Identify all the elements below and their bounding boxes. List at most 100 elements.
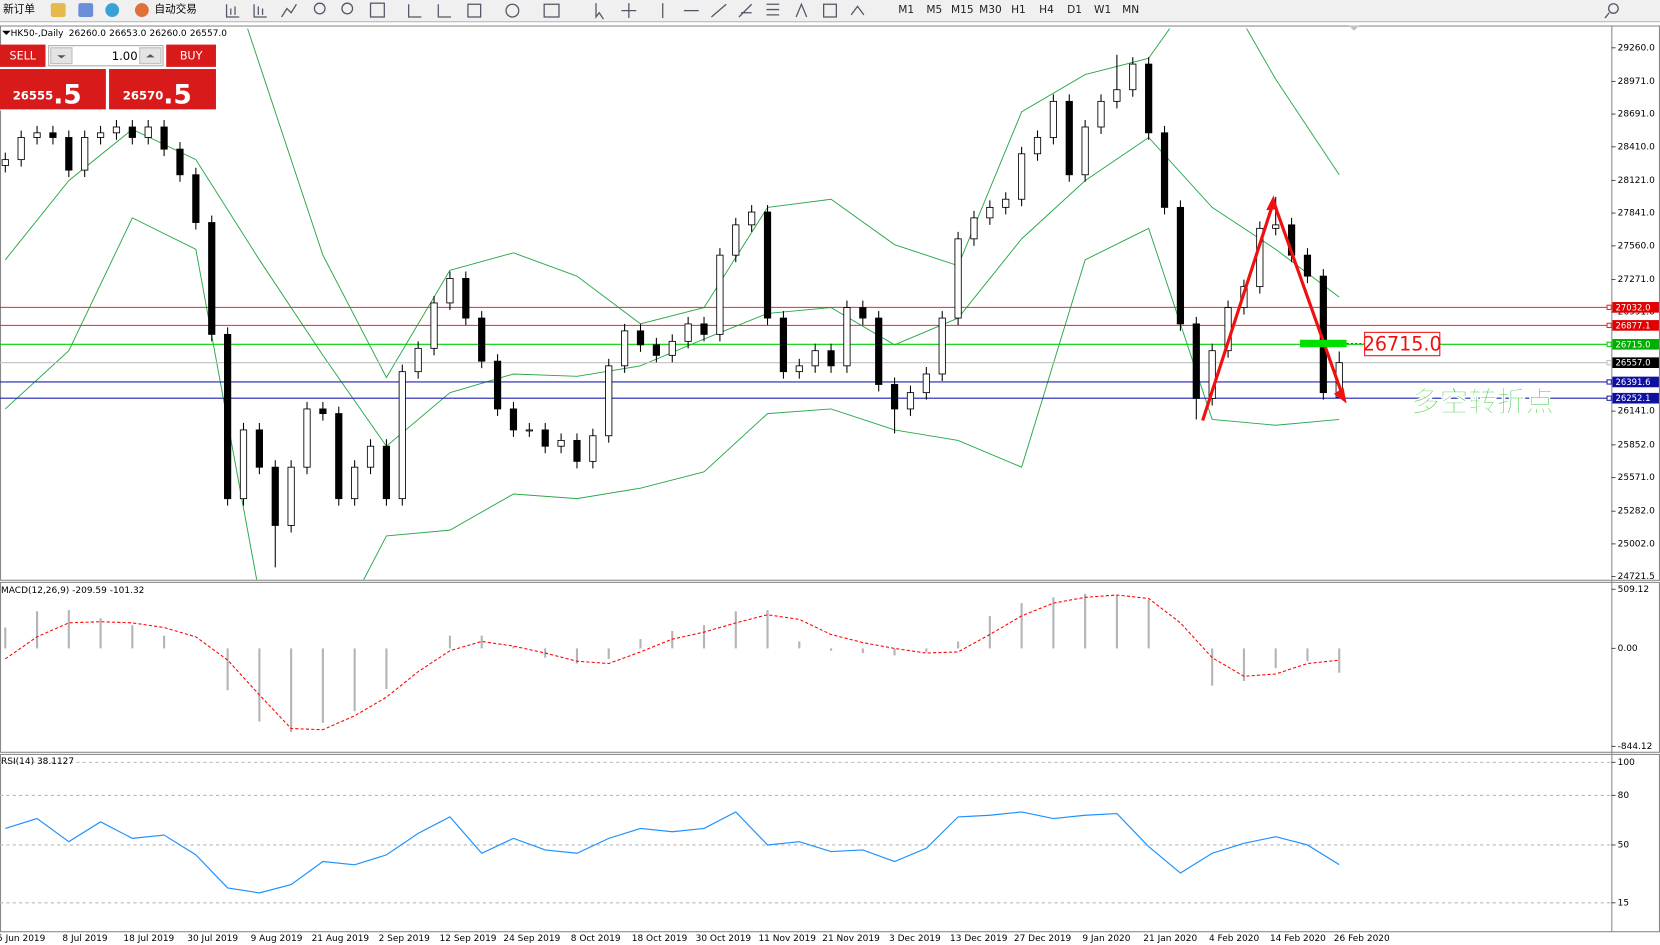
candle-body [1097,100,1105,128]
bid-fraction[interactable]: .5 [53,79,81,110]
macd-bar [353,648,356,712]
sell-button[interactable] [0,44,46,67]
sell-label[interactable]: SELL [10,49,37,62]
macd-bar [321,648,324,723]
icon[interactable] [766,3,780,16]
candle-body [1049,100,1057,138]
icon[interactable] [78,3,94,17]
candle-body [96,132,105,138]
icon[interactable] [341,2,354,15]
candle-body [224,333,232,500]
y-tick-label: 25571.0 [1618,473,1655,483]
icon[interactable] [823,3,837,18]
buy-button[interactable] [166,44,216,67]
timeframe-button[interactable]: M1 [898,4,914,16]
macd-bar [1020,603,1023,649]
icon[interactable] [369,2,385,18]
icon[interactable] [225,4,240,18]
date-label: 5 Jun 2019 [0,934,46,944]
timeframe-button[interactable]: M5 [926,4,942,16]
price-level-tag [1612,320,1659,331]
candle-body [17,137,25,161]
icon[interactable] [738,3,753,18]
arrow-head [1266,195,1278,211]
candle-body [287,466,295,526]
candle-body [827,350,835,367]
price-level-tag [1612,357,1659,369]
macd-bar [163,635,166,649]
icon[interactable] [408,4,422,18]
search-icon[interactable] [1608,3,1619,14]
icon[interactable] [850,5,865,16]
icon[interactable] [281,3,297,18]
timeframe-button[interactable]: W1 [1094,4,1111,16]
icon[interactable] [543,3,560,18]
candle-body [49,132,57,138]
macd-bar [1084,593,1087,649]
bollinger-lower [4,217,1340,580]
candle-body [1129,63,1137,91]
candle-body [859,307,867,319]
icon[interactable] [711,3,727,18]
price-level-marker [1606,341,1612,347]
icon[interactable] [313,2,326,15]
icon[interactable] [505,3,520,18]
icon[interactable] [621,3,637,19]
bid-button[interactable] [0,69,106,110]
search-icon[interactable] [1604,12,1610,19]
date-label: 30 Oct 2019 [696,934,752,944]
price-level-label: 26715.0 [1616,339,1651,349]
candle-body [1018,153,1026,200]
macd-bar [1274,648,1277,669]
buy-label[interactable]: BUY [180,49,203,62]
icon[interactable] [437,4,451,18]
candle-body [684,323,692,342]
timeframe-button[interactable]: M15 [951,4,974,16]
y-tick-label: 25852.0 [1618,440,1655,450]
ask-fraction[interactable]: .5 [163,79,191,110]
macd-bar [1242,648,1245,681]
lot-input[interactable] [48,45,164,67]
icon[interactable] [467,3,482,18]
date-label: 21 Jan 2020 [1143,934,1197,944]
ask-main[interactable]: 26570 [123,88,164,102]
price-level-label: 26252.1 [1616,393,1651,403]
ask-price[interactable]: 26570.5 [123,79,192,110]
date-label: 30 Jul 2019 [187,934,238,944]
timeframe-button[interactable]: H1 [1011,4,1026,16]
candle-body [509,408,518,431]
candle-body [160,126,168,150]
candle-body [462,278,470,319]
icon[interactable] [134,3,149,17]
candle-body [192,174,200,223]
candle-body [652,344,660,356]
bid-main[interactable]: 26555 [13,88,54,102]
timeframe-button[interactable]: M30 [979,4,1002,16]
timeframe-button[interactable]: MN [1122,4,1139,16]
macd-bar [67,610,70,649]
timeframe-button[interactable]: D1 [1067,4,1082,16]
ask-button[interactable] [109,69,216,110]
price-level-label: 27032.0 [1616,302,1651,312]
y-tick-label: 28971.0 [1618,77,1655,87]
new-order-button[interactable]: 新订单 [3,3,35,16]
chart-shift-marker [1348,25,1360,31]
icon[interactable] [795,2,808,18]
candle-body [255,429,263,468]
macd-signal [4,594,1340,731]
timeframe-button[interactable]: H4 [1039,4,1054,16]
lot-value[interactable]: 1.00 [112,49,138,63]
y-tick-label: 28410.0 [1618,142,1655,152]
auto-trading-button[interactable]: 自动交易 [155,3,197,16]
bid-price[interactable]: 26555.5 [13,79,82,110]
candle-body [716,254,724,335]
date-label: 8 Jul 2019 [62,934,107,944]
y-tick-label: 80 [1618,791,1630,801]
icon[interactable] [253,4,267,18]
open-text: 26260.0 [69,28,106,38]
icon[interactable] [105,3,120,17]
macd-bar [1147,599,1150,649]
macd-bar [607,648,610,659]
icon[interactable] [50,3,66,17]
icon[interactable] [595,3,604,20]
